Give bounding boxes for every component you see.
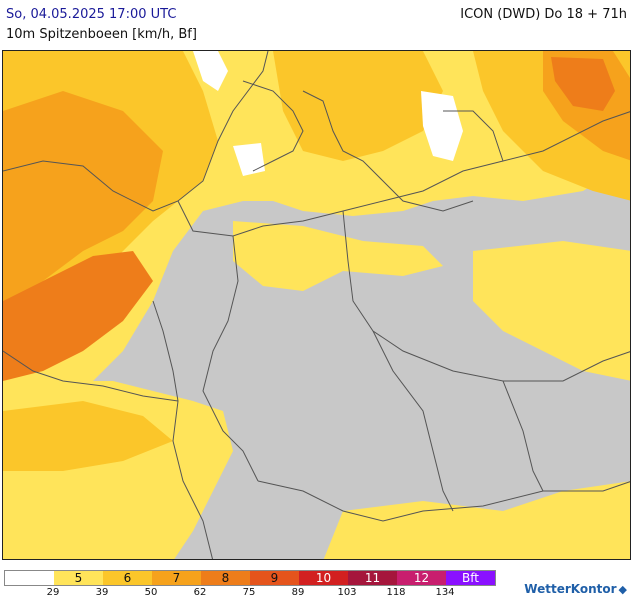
legend-tick: 50 (144, 587, 158, 598)
legend-tick: 39 (95, 587, 109, 598)
gust-area-8bft-northeast (551, 57, 615, 111)
gust-area-7bft-channel (3, 91, 163, 301)
legend-class-calm (5, 571, 54, 585)
gust-area-calm-baltic (421, 91, 463, 161)
legend-class-5: 5 (54, 571, 103, 585)
legend-class-bft: Bft (446, 571, 495, 585)
legend-tick: 75 (242, 587, 256, 598)
legend-class-8: 8 (201, 571, 250, 585)
parameter-label: 10m Spitzenboeen [km/h, Bf] (6, 27, 197, 42)
legend-tick: 134 (435, 587, 455, 598)
forecast-datetime: So, 04.05.2025 17:00 UTC (6, 7, 177, 22)
gust-area-6bft-baltic (273, 51, 443, 161)
country-borders (3, 51, 630, 559)
legend-ticks: 29 39 50 62 75 89 103 118 134 (0, 587, 633, 599)
legend-class-11: 11 (348, 571, 397, 585)
brand-logo[interactable]: WetterKontor ◆ (524, 582, 627, 596)
model-run-label: ICON (DWD) Do 18 + 71h (460, 7, 627, 22)
legend-tick: 103 (337, 587, 357, 598)
legend-class-12: 12 (397, 571, 446, 585)
legend-tick: 118 (386, 587, 406, 598)
legend-class-9: 9 (250, 571, 299, 585)
legend-class-7: 7 (152, 571, 201, 585)
map-canvas (3, 51, 630, 559)
gust-area-5bft-east (473, 241, 630, 381)
legend-class-10: 10 (299, 571, 348, 585)
legend-tick: 89 (291, 587, 305, 598)
brand-name: WetterKontor (524, 582, 617, 596)
gust-area-calm-denmark (233, 143, 265, 176)
color-legend: 5 6 7 8 9 10 11 12 Bft (4, 570, 496, 586)
gust-area-8bft-channel (3, 251, 153, 381)
gust-area-5bft-alps (323, 481, 630, 559)
legend-tick: 29 (46, 587, 60, 598)
legend-tick: 62 (193, 587, 207, 598)
gust-area-5bft-central (233, 221, 443, 291)
gust-area-6bft-southwest (3, 401, 173, 471)
legend-class-6: 6 (103, 571, 152, 585)
wind-gust-map[interactable] (2, 50, 631, 560)
wetterkontor-logo-icon: ◆ (618, 583, 627, 596)
gust-area-calm-north-sea (193, 51, 228, 91)
